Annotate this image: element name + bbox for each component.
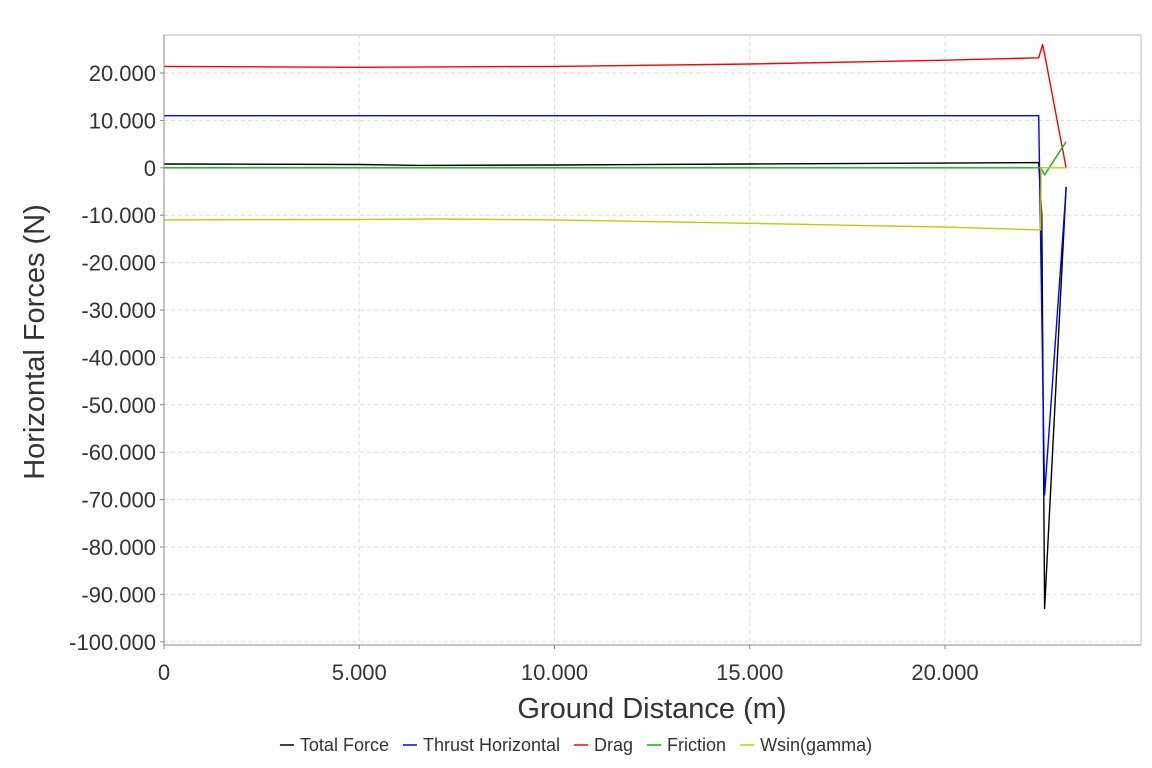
series-line-wsin-gamma (163, 167, 1067, 231)
series-line-thrust-horizontal (164, 114, 1067, 496)
y-tick-label: -90.000 (81, 582, 156, 607)
x-tick-label: 10.000 (521, 660, 588, 685)
y-tick-label: -100.000 (69, 630, 156, 655)
legend-item-total-force: Total Force (279, 735, 389, 755)
axes (163, 35, 1141, 646)
series-line-drag (163, 43, 1067, 168)
y-tick-label: -10.000 (81, 203, 156, 228)
legend-item-wsin-gamma: Wsin(gamma) (740, 735, 872, 755)
x-tick-labels: 0 5.000 10.000 15.000 20.000 (158, 660, 979, 685)
y-tick-label: 20.000 (89, 61, 156, 86)
x-tick-label: 0 (158, 660, 170, 685)
y-tick-label: -80.000 (81, 535, 156, 560)
y-tick-label: -70.000 (81, 488, 156, 513)
legend-item-friction: Friction (647, 735, 726, 755)
y-tick-label: 0 (144, 156, 156, 181)
series-line-friction (164, 141, 1067, 176)
x-axis-title: Ground Distance (m) (517, 693, 786, 725)
legend-item-drag: Drag (574, 735, 633, 755)
legend-label: Drag (594, 735, 633, 755)
y-tick-label: -60.000 (81, 440, 156, 465)
y-tick-label: -20.000 (81, 251, 156, 276)
y-tick-label: -30.000 (81, 298, 156, 323)
y-axis-title: Horizontal Forces (N) (19, 204, 51, 480)
x-tick-label: 5.000 (332, 660, 387, 685)
x-tick-label: 15.000 (716, 660, 783, 685)
y-tick-label: -40.000 (81, 345, 156, 370)
legend: Total Force Thrust Horizontal Drag Friction… (279, 735, 872, 755)
y-tick-label: 10.000 (89, 108, 156, 133)
series-lines (163, 43, 1067, 610)
legend-label: Total Force (300, 735, 389, 755)
y-tick-labels: 20.000 10.000 0 -10.000 -20.000 -30.000 -40.00… (69, 61, 156, 655)
y-tick-label: -50.000 (81, 393, 156, 418)
legend-label: Friction (667, 735, 726, 755)
plot-background (163, 34, 1142, 646)
legend-label: Thrust Horizontal (423, 735, 560, 755)
legend-label: Wsin(gamma) (760, 735, 872, 755)
legend-item-thrust-horizontal: Thrust Horizontal (402, 735, 560, 755)
x-tick-label: 20.000 (911, 660, 978, 685)
